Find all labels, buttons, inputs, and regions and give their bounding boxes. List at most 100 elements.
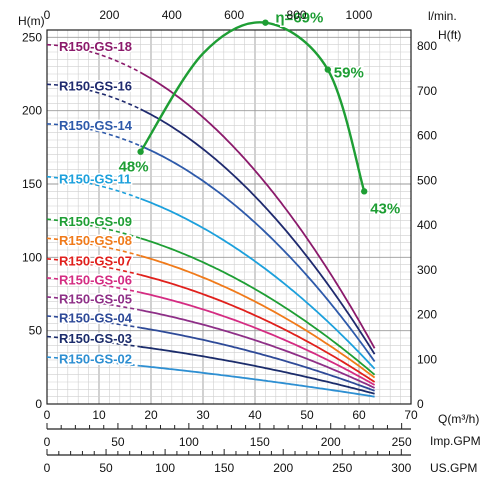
x-tick-label: 60 (352, 408, 366, 422)
series-label-r150-gs-16: R150-GS-16 (59, 79, 132, 94)
head-curve-dashed-r150-gs-03 (46, 335, 141, 348)
series-label-r150-gs-14: R150-GS-14 (59, 118, 133, 133)
top-tick-label: 800 (287, 8, 307, 22)
series-label-r150-gs-05: R150-GS-05 (59, 291, 132, 306)
x-tick-label: 0 (44, 408, 51, 422)
head-curve-r150-gs-11 (140, 197, 376, 370)
x-tick-label: 20 (144, 408, 158, 422)
head-curves: R150-GS-18 R150-GS-16 R150-GS-14 R150-GS-11… (46, 38, 376, 398)
x-tick-label: 10 (92, 408, 106, 422)
y-left-tick-label: 150 (22, 177, 42, 191)
y-right-tick-label: 200 (417, 308, 437, 322)
head-curve-dashed-r150-gs-08 (46, 237, 141, 257)
us-axis-unit: US.GPM (430, 461, 477, 475)
efficiency-line (139, 21, 366, 192)
imp-gpm-tick-label: 100 (179, 435, 199, 449)
us-gpm-tick-label: 100 (155, 461, 175, 475)
y-left-tick-label: 250 (22, 30, 42, 44)
head-curve-r150-gs-04 (140, 326, 375, 392)
y-left-tick-label: 50 (29, 324, 43, 338)
series-label-r150-gs-02: R150-GS-02 (59, 351, 132, 366)
x-tick-label: 50 (300, 408, 314, 422)
y-right-tick-label: 300 (417, 263, 437, 277)
head-curve-dashed-r150-gs-11 (46, 175, 141, 200)
plot-border (46, 29, 412, 405)
imp-gpm-tick-label: 150 (250, 435, 270, 449)
imp-gpm-tick-label: 0 (44, 435, 51, 449)
tick-labels: 0 10 20 30 40 50 60 700501001502002500100200300… (22, 8, 437, 422)
top-axis-unit: l/min. (428, 9, 457, 23)
y-right-tick-label: 500 (417, 173, 437, 187)
y-left-tick-label: 100 (22, 250, 42, 264)
efficiency-label: 43% (370, 200, 400, 217)
x-tick-label: 40 (248, 408, 262, 422)
top-tick-label: 600 (224, 8, 244, 22)
head-curve-dashed-r150-gs-04 (46, 315, 141, 329)
head-curve-dashed-r150-gs-09 (46, 218, 141, 240)
y-right-tick-label: 400 (417, 218, 437, 232)
efficiency-label: 59% (334, 65, 364, 82)
us-gpm-tick-label: 50 (99, 461, 113, 475)
head-curve-r150-gs-06 (140, 291, 376, 386)
us-gpm-tick-label: 150 (214, 461, 234, 475)
efficiency-label: 48% (119, 159, 149, 176)
imp-gpm-tick-label: 50 (111, 435, 125, 449)
series-label-r150-gs-03: R150-GS-03 (59, 331, 132, 346)
head-curve-r150-gs-08 (140, 255, 376, 379)
series-label-r150-gs-08: R150-GS-08 (59, 233, 132, 248)
efficiency-point (262, 19, 269, 26)
head-curve-dashed-r150-gs-02 (46, 356, 141, 367)
imp-gpm-tick-label: 200 (321, 435, 341, 449)
head-curve-r150-gs-14 (140, 145, 376, 363)
head-curve-r150-gs-02 (140, 365, 375, 398)
y-left-tick-label: 0 (35, 397, 42, 411)
efficiency-curve: 48% η=69% 59% 43% (117, 8, 402, 219)
y-right-tick-label: 100 (417, 352, 437, 366)
series-label-r150-gs-09: R150-GS-09 (59, 214, 132, 229)
us-gpm-tick-label: 200 (273, 461, 293, 475)
head-curve-dashed-r150-gs-07 (46, 258, 141, 276)
us-gpm-tick-label: 250 (332, 461, 352, 475)
top-tick-label: 0 (44, 8, 51, 22)
head-curve-r150-gs-03 (140, 345, 375, 395)
head-curve-r150-gs-05 (140, 309, 375, 389)
efficiency-point (137, 148, 144, 155)
imp-axis-unit: Imp.GPM (430, 434, 481, 448)
top-tick-label: 200 (99, 8, 119, 22)
head-curve-r150-gs-07 (140, 274, 376, 383)
head-curve-dashed-r150-gs-06 (46, 277, 141, 294)
y-right-tick-label: 700 (417, 84, 437, 98)
head-curve-r150-gs-16 (140, 108, 376, 355)
y-left-tick-label: 200 (22, 104, 42, 118)
top-tick-label: 1000 (346, 8, 373, 22)
head-curve-dashed-r150-gs-18 (46, 43, 141, 74)
us-gpm-tick-label: 0 (44, 461, 51, 475)
head-curve-dashed-r150-gs-16 (46, 83, 141, 110)
head-curve-dashed-r150-gs-14 (46, 123, 141, 147)
plot-frame (46, 29, 412, 405)
series-label-r150-gs-07: R150-GS-07 (59, 253, 132, 268)
efficiency-label: η=69% (275, 10, 323, 27)
us-gpm-tick-label: 300 (391, 461, 411, 475)
y-right-tick-label: 0 (417, 397, 424, 411)
right-axis-unit: H(ft) (438, 28, 461, 42)
top-tick-label: 400 (162, 8, 182, 22)
y-right-tick-label: 800 (417, 39, 437, 53)
bottom-axis-unit: Q(m³/h) (438, 412, 479, 426)
efficiency-point (324, 66, 331, 73)
series-label-r150-gs-18: R150-GS-18 (59, 39, 132, 54)
left-axis-unit: H(m) (18, 14, 45, 28)
series-label-r150-gs-11: R150-GS-11 (59, 172, 131, 187)
series-label-r150-gs-04: R150-GS-04 (59, 310, 133, 325)
imp-gpm-tick-label: 250 (392, 435, 412, 449)
head-curve-r150-gs-09 (140, 237, 376, 376)
head-curve-r150-gs-18 (140, 71, 376, 349)
x-tick-label: 30 (196, 408, 210, 422)
series-label-r150-gs-06: R150-GS-06 (59, 272, 132, 287)
y-right-tick-label: 600 (417, 129, 437, 143)
x-tick-label: 70 (404, 408, 418, 422)
head-curve-dashed-r150-gs-05 (46, 296, 141, 311)
efficiency-point (361, 188, 368, 195)
